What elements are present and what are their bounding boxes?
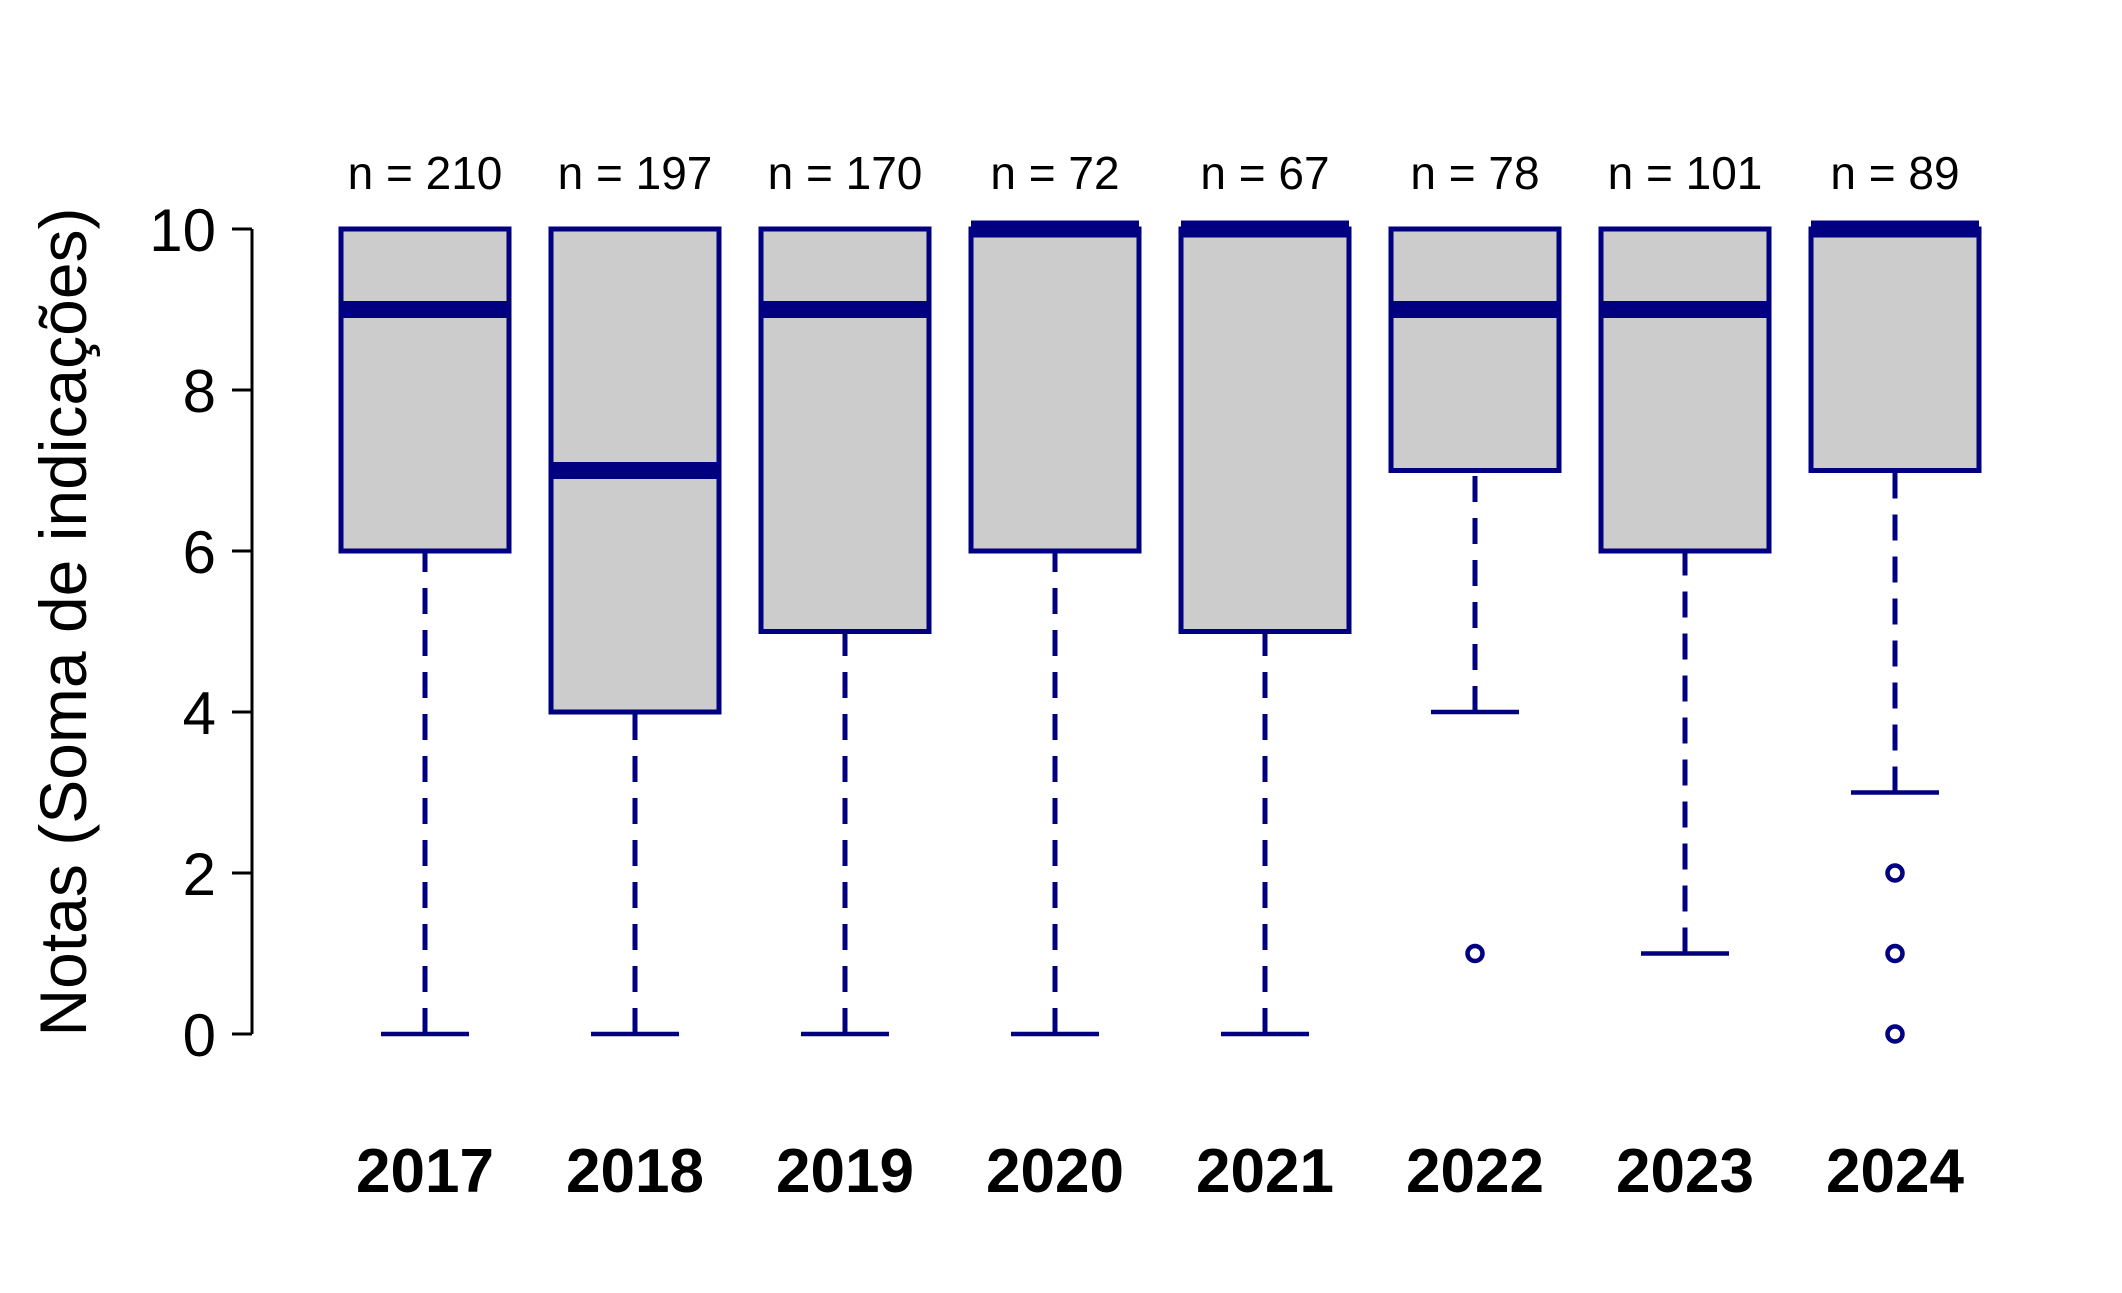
- x-category-label: 2019: [776, 1137, 914, 1206]
- iqr-box: [1388, 226, 1562, 473]
- y-tick-label: 8: [183, 358, 216, 425]
- count-label: n = 197: [558, 147, 713, 199]
- x-category-label: 2018: [566, 1137, 704, 1206]
- x-category-label: 2024: [1826, 1137, 1964, 1206]
- count-label: n = 78: [1410, 147, 1539, 199]
- count-label: n = 210: [348, 147, 503, 199]
- y-tick-label: 10: [149, 197, 216, 264]
- count-label: n = 101: [1608, 147, 1763, 199]
- box-2021: [1178, 220, 1352, 1037]
- count-label: n = 170: [768, 147, 923, 199]
- iqr-box: [968, 226, 1142, 554]
- iqr-box: [1808, 226, 1982, 473]
- iqr-box: [338, 226, 512, 554]
- y-tick-label: 0: [183, 1002, 216, 1069]
- y-axis-title: Notas (Soma de indicações): [26, 207, 100, 1036]
- box-2017: [338, 226, 512, 1037]
- box-2020: [968, 220, 1142, 1037]
- y-tick-label: 2: [183, 841, 216, 908]
- count-label: n = 89: [1830, 147, 1959, 199]
- x-category-label: 2022: [1406, 1137, 1544, 1206]
- box-2022: [1388, 226, 1562, 964]
- y-axis: 0 2 4 6 8 10: [149, 197, 254, 1069]
- y-tick-label: 4: [183, 680, 216, 747]
- outlier-point: [1885, 943, 1905, 964]
- count-label: n = 72: [990, 147, 1119, 199]
- iqr-box: [758, 226, 932, 634]
- outlier-point: [1885, 863, 1905, 883]
- box-2024: [1808, 220, 1982, 1044]
- x-category-label: 2017: [356, 1137, 494, 1206]
- count-labels: n = 210 n = 197 n = 170 n = 72 n = 67 n = 78 n…: [348, 147, 1960, 199]
- x-category-label: 2020: [986, 1137, 1124, 1206]
- y-tick-label: 6: [183, 519, 216, 586]
- outlier-point: [1885, 1024, 1905, 1044]
- x-category-label: 2023: [1616, 1137, 1754, 1206]
- boxes: [338, 220, 1982, 1044]
- count-label: n = 67: [1200, 147, 1329, 199]
- iqr-box: [1598, 226, 1772, 554]
- box-2018: [548, 226, 722, 1037]
- iqr-box: [1178, 226, 1352, 634]
- box-2023: [1598, 226, 1772, 956]
- box-2019: [758, 226, 932, 1037]
- x-category-label: 2021: [1196, 1137, 1334, 1206]
- outlier-point: [1465, 943, 1485, 964]
- x-axis-labels: 2017 2018 2019 2020 2021 2022 2023 2024: [356, 1137, 1964, 1206]
